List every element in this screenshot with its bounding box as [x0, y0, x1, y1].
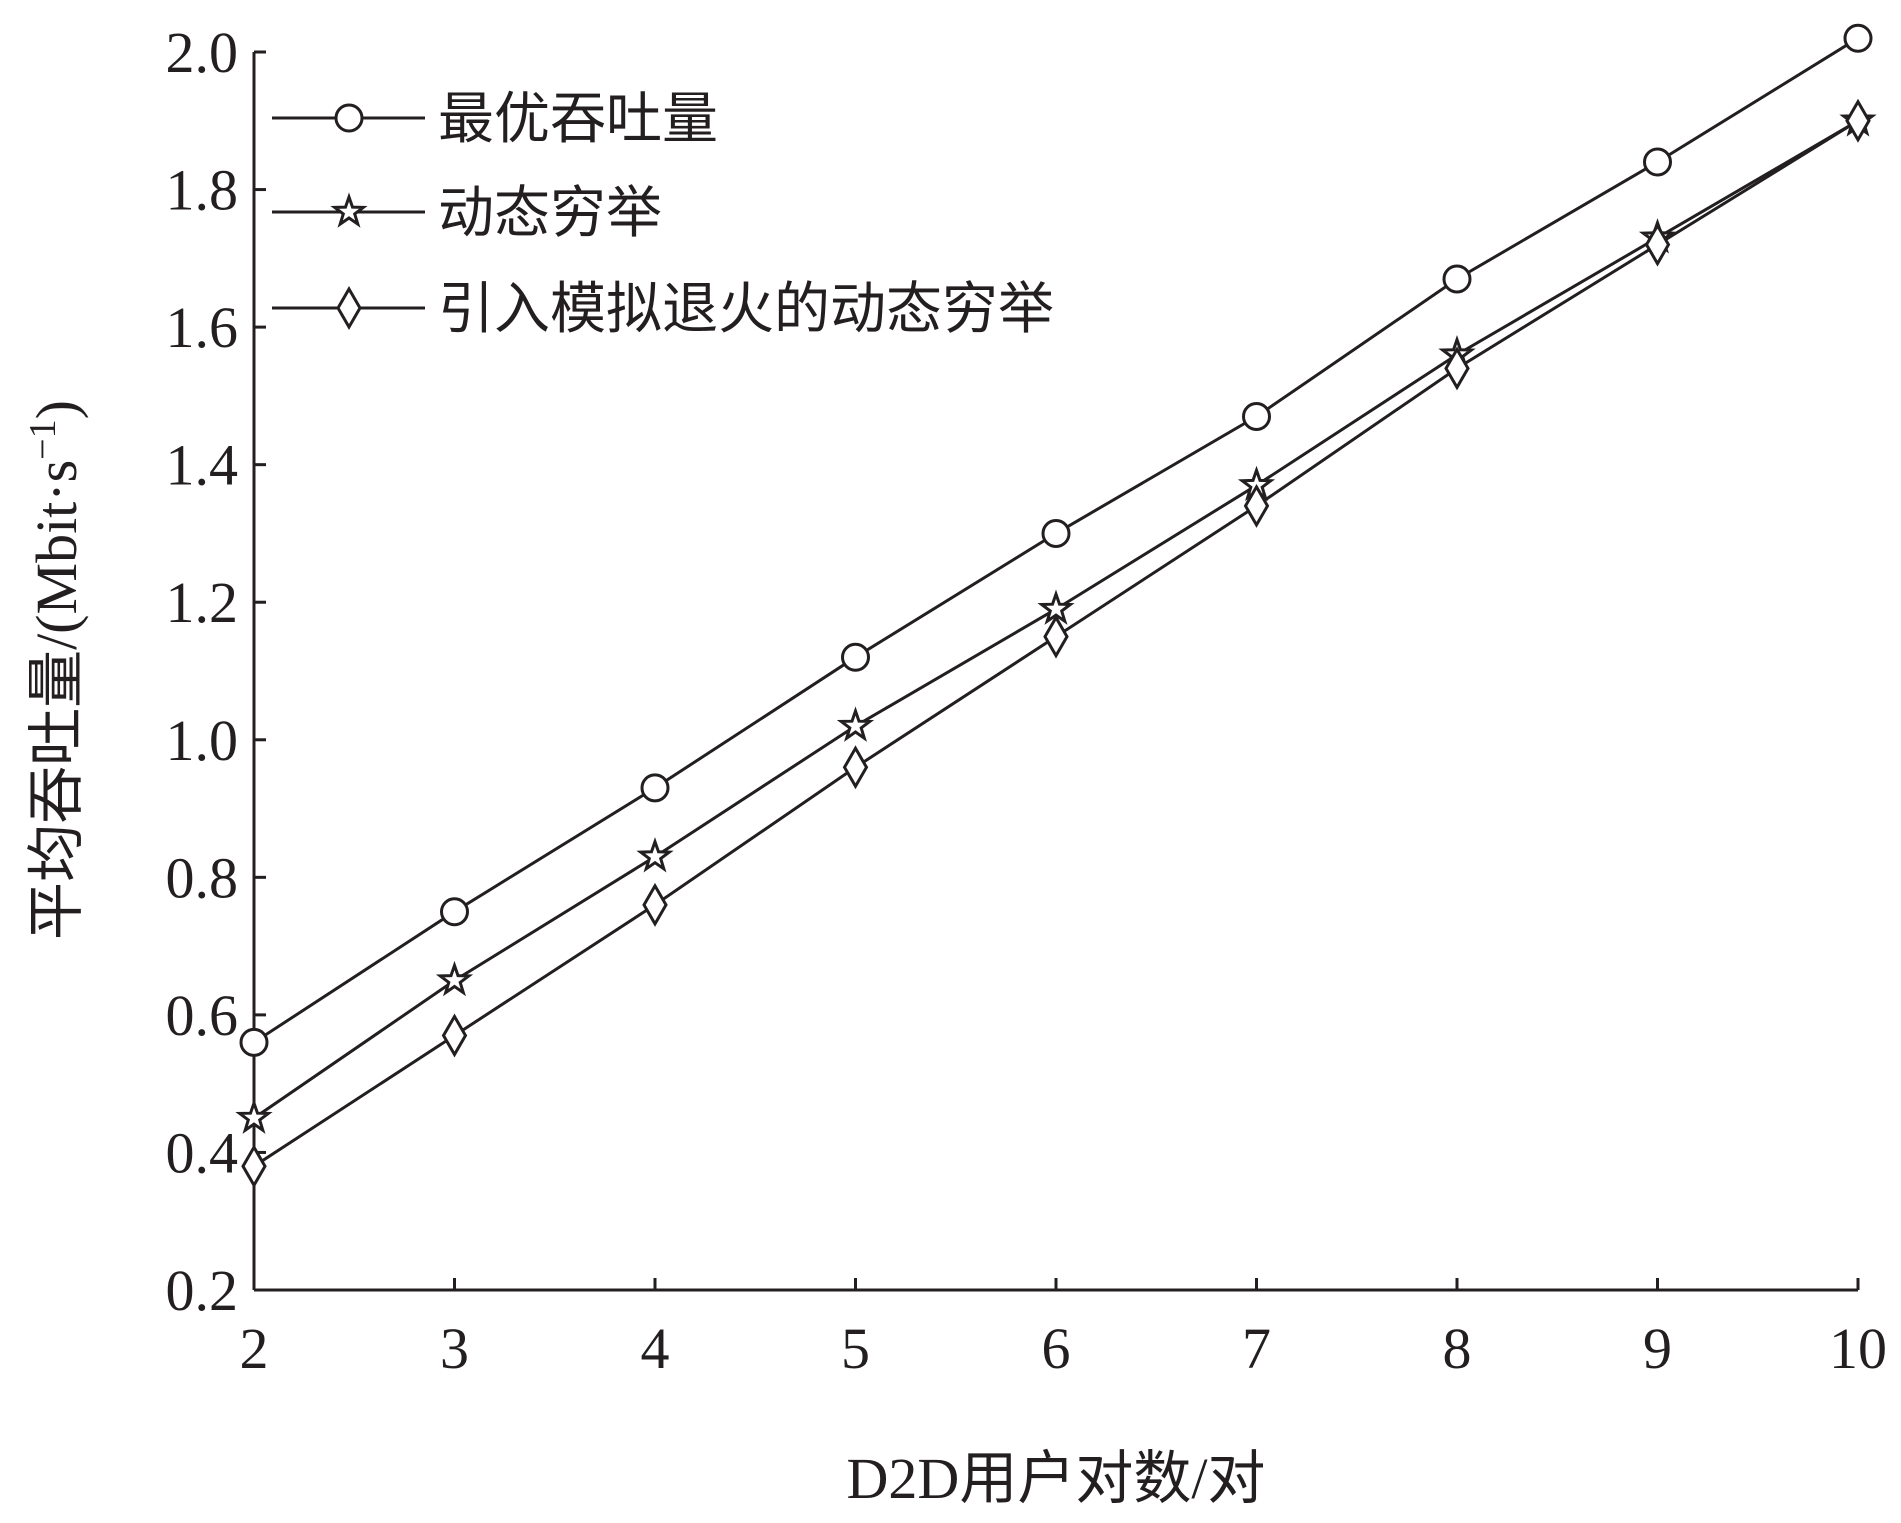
y-tick-label: 1.2 — [166, 570, 239, 635]
y-axis-title: 平均吞吐量/(Mbit·s−1) — [22, 400, 89, 940]
x-ticks: 2 3 4 5 6 7 8 9 10 — [240, 1278, 1887, 1381]
data-point-circle — [1843, 23, 1873, 53]
x-tick-label: 4 — [641, 1316, 670, 1381]
series-circle — [239, 23, 1873, 1057]
data-point-star — [836, 706, 875, 742]
x-tick-label: 5 — [841, 1316, 870, 1381]
y-tick-label: 1.0 — [166, 708, 239, 773]
data-point-star — [435, 960, 474, 997]
data-point-circle — [1242, 402, 1271, 432]
data-point-diamond — [441, 1013, 468, 1058]
x-tick-label: 7 — [1242, 1316, 1271, 1381]
data-point-star — [235, 1098, 273, 1134]
y-tick-label: 1.4 — [166, 433, 239, 498]
data-point-star — [636, 837, 674, 873]
y-tick-label: 2.0 — [166, 20, 239, 85]
x-tick-label: 6 — [1042, 1316, 1071, 1381]
legend-item-circle: 最优吞吐量 — [272, 87, 718, 152]
data-point-circle — [239, 1027, 269, 1057]
legend-marker-diamond — [336, 286, 362, 330]
series-layer — [235, 23, 1877, 1189]
data-point-circle — [640, 773, 670, 803]
data-point-circle — [1442, 264, 1472, 294]
data-point-circle — [1643, 147, 1672, 177]
y-axis-title-sup: −1 — [22, 419, 64, 459]
x-tick-label: 8 — [1443, 1316, 1472, 1381]
data-point-circle — [1041, 518, 1071, 548]
data-point-diamond — [1444, 346, 1470, 391]
data-point-diamond — [1043, 614, 1069, 659]
legend-marker-star — [330, 192, 368, 228]
legend-label: 最优吞吐量 — [438, 87, 718, 152]
data-point-diamond — [1845, 98, 1871, 143]
data-point-diamond — [842, 745, 869, 790]
x-tick-label: 9 — [1643, 1316, 1672, 1381]
legend-label: 引入模拟退火的动态穷举 — [438, 277, 1054, 342]
data-point-diamond — [642, 882, 668, 927]
y-tick-label: 0.6 — [166, 983, 239, 1048]
data-point-diamond — [241, 1144, 267, 1189]
y-tick-label: 1.8 — [166, 158, 239, 223]
data-point-diamond — [1644, 222, 1671, 267]
legend-item-diamond: 引入模拟退火的动态穷举 — [272, 277, 1054, 342]
data-point-circle — [440, 897, 469, 927]
y-ticks: 0.2 0.4 0.6 0.8 1.0 1.2 1.4 1.6 1.8 2.0 — [166, 20, 266, 1323]
y-tick-label: 0.2 — [166, 1258, 239, 1323]
y-axis-title-close: ) — [24, 400, 89, 419]
x-tick-label: 10 — [1829, 1316, 1887, 1381]
data-point-circle — [841, 642, 870, 672]
y-tick-label: 1.6 — [166, 295, 239, 360]
x-axis-title: D2D用户对数/对 — [847, 1446, 1266, 1511]
legend-item-star: 动态穷举 — [272, 181, 662, 246]
x-tick-label: 3 — [440, 1316, 469, 1381]
legend-marker-circle — [334, 103, 364, 133]
legend-label: 动态穷举 — [438, 181, 662, 246]
series-diamond — [241, 98, 1871, 1189]
y-tick-label: 0.4 — [166, 1120, 239, 1185]
x-tick-label: 2 — [240, 1316, 269, 1381]
y-axis-title-main: 平均吞吐量/(Mbit·s — [24, 460, 89, 940]
y-tick-label: 0.8 — [166, 845, 239, 910]
data-point-diamond — [1243, 483, 1270, 528]
